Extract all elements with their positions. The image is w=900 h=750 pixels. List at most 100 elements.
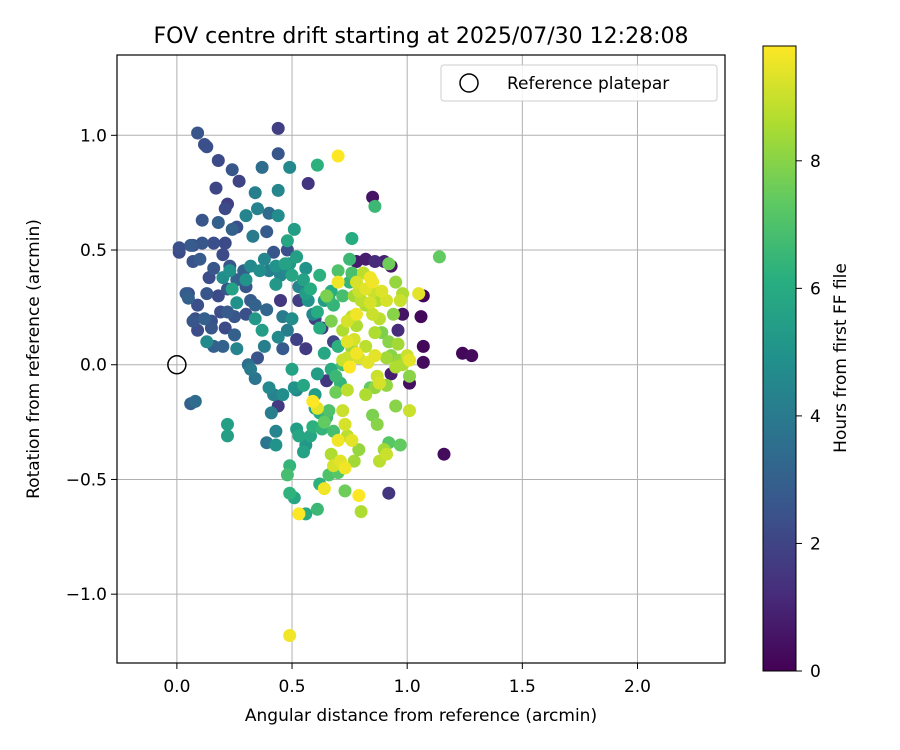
- scatter-point: [299, 261, 313, 275]
- scatter-point: [338, 461, 352, 475]
- scatter-point: [200, 287, 214, 301]
- plot-frame: [116, 54, 726, 664]
- scatter-point: [340, 335, 354, 349]
- scatter-point: [209, 181, 223, 195]
- scatter-point: [276, 388, 290, 402]
- scatter-point: [221, 305, 234, 319]
- scatter-point: [396, 307, 410, 321]
- scatter-point: [278, 257, 292, 271]
- scatter-point: [283, 486, 297, 500]
- y-tick-label: 1.0: [80, 126, 107, 146]
- scatter-point: [386, 307, 400, 321]
- scatter-point: [285, 362, 299, 376]
- y-axis-label: Rotation from reference (arcmin): [24, 219, 44, 499]
- scatter-point: [271, 183, 285, 197]
- scatter-point: [264, 406, 278, 420]
- scatter-point: [211, 289, 225, 303]
- scatter-point: [283, 629, 297, 642]
- scatter-point: [340, 383, 354, 397]
- scatter-point: [276, 342, 290, 356]
- scatter-point: [352, 443, 366, 457]
- scatter-point: [331, 275, 345, 289]
- colorbar-gradient: [762, 45, 797, 672]
- scatter-point: [216, 339, 230, 353]
- y-tick-label: −0.5: [66, 470, 107, 490]
- colorbar: 0 2 4 6 8 Hours from first FF file: [762, 45, 851, 682]
- colorbar-label: Hours from first FF file: [831, 263, 851, 453]
- scatter-point: [317, 482, 331, 496]
- scatter-point: [191, 298, 205, 312]
- legend-entry-reference: Reference platepar: [507, 74, 669, 94]
- scatter-point: [389, 275, 403, 289]
- scatter-point: [354, 505, 368, 519]
- scatter-point: [310, 158, 324, 172]
- scatter-point: [271, 209, 285, 223]
- scatter-point: [331, 149, 345, 163]
- scatter-point: [343, 360, 357, 374]
- scatter-point: [211, 154, 225, 167]
- scatter-point: [306, 394, 320, 408]
- scatter-point: [230, 296, 244, 310]
- scatter-point: [292, 507, 306, 521]
- scatter-point: [380, 447, 393, 461]
- scatter-point: [375, 284, 389, 298]
- x-tick-label: 0.5: [279, 677, 306, 697]
- scatter-point: [225, 222, 239, 236]
- scatter-point: [230, 342, 244, 356]
- scatter-point: [347, 454, 361, 468]
- scatter-point: [368, 255, 382, 268]
- scatter-point: [253, 264, 267, 278]
- scatter-point: [336, 289, 350, 303]
- scatter-point: [271, 330, 285, 344]
- scatter-point: [218, 236, 232, 250]
- scatter-point: [338, 484, 352, 498]
- x-tick-label: 2.0: [624, 677, 651, 697]
- scatter-point: [225, 282, 239, 296]
- scatter-point: [251, 351, 264, 365]
- scatter-point: [269, 424, 283, 438]
- scatter-point: [391, 337, 405, 351]
- scatter-point: [204, 321, 218, 335]
- scatter-point: [232, 174, 246, 188]
- scatter-point: [324, 447, 338, 461]
- y-tick-label: 0.0: [80, 356, 107, 376]
- scatter-point: [257, 339, 271, 353]
- scatter-point: [412, 287, 426, 301]
- colorbar-tick-label: 4: [810, 407, 821, 427]
- scatter-point: [200, 335, 214, 349]
- scatter-point: [251, 202, 264, 216]
- scatter-point: [329, 369, 343, 383]
- scatter-point: [299, 342, 313, 356]
- scatter-point: [310, 305, 324, 319]
- colorbar-tick-label: 6: [810, 279, 821, 299]
- scatter-point: [352, 489, 366, 502]
- scatter-point: [246, 229, 260, 243]
- scatter-point: [216, 248, 230, 262]
- scatter-point: [416, 355, 430, 369]
- scatter-point: [257, 252, 271, 266]
- scatter-point: [181, 291, 195, 305]
- scatter-point: [368, 326, 382, 340]
- scatter-point: [195, 236, 209, 250]
- scatter-point: [403, 369, 416, 383]
- scatter-point: [248, 312, 262, 326]
- y-axis-ticks: −1.0 −0.5 0.0 0.5 1.0: [66, 126, 117, 605]
- scatter-point: [370, 417, 384, 431]
- scatter-point: [211, 216, 225, 229]
- scatter-point: [389, 399, 403, 413]
- scatter-point: [280, 243, 294, 257]
- scatter-point: [380, 351, 393, 365]
- scatter-point: [432, 250, 446, 264]
- x-tick-label: 1.0: [394, 677, 421, 697]
- scatter-point: [285, 268, 299, 282]
- scatter-point: [218, 321, 232, 335]
- scatter-point: [366, 307, 380, 321]
- scatter-point: [359, 339, 373, 353]
- scatter-point: [320, 289, 334, 303]
- scatter-point: [239, 273, 253, 287]
- scatter-point: [290, 250, 304, 264]
- scatter-point: [322, 404, 336, 418]
- scatter-point: [260, 225, 274, 239]
- scatter-point: [207, 261, 221, 275]
